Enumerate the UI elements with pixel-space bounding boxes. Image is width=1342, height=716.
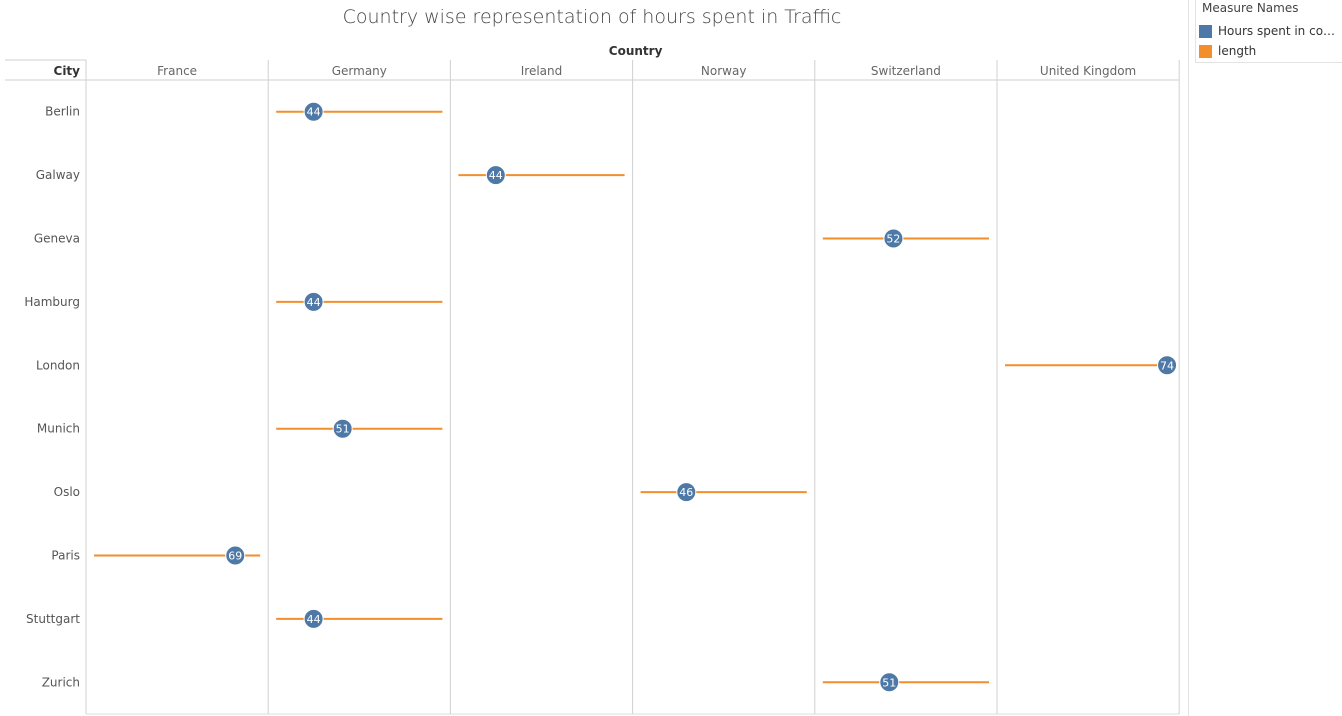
city-label-stuttgart: Stuttgart	[26, 612, 80, 626]
country-label-france: France	[157, 64, 197, 78]
chart-area: Country City France Germany Ireland Norway Swi…	[5, 44, 1180, 715]
hours-dot-berlin	[303, 101, 324, 122]
data-label-munich: 51	[336, 423, 350, 436]
legend-divider	[1188, 0, 1189, 716]
country-label-norway: Norway	[701, 64, 747, 78]
legend[interactable]: Measure Names Hours spent in conge.. len…	[1195, 0, 1342, 63]
city-label-berlin: Berlin	[45, 105, 80, 119]
data-label-london: 74	[1160, 359, 1174, 372]
hours-dot-geneva	[883, 228, 904, 249]
hours-dot-galway	[485, 165, 506, 186]
data-label-galway: 44	[489, 169, 503, 182]
hours-dot-oslo	[676, 482, 697, 503]
legend-item-length[interactable]: length	[1196, 41, 1342, 61]
chart-title: Country wise representation of hours spe…	[342, 6, 842, 28]
data-label-berlin: 44	[307, 106, 321, 119]
data-label-hamburg: 44	[307, 296, 321, 309]
country-label-germany: Germany	[332, 64, 387, 78]
city-label-galway: Galway	[36, 168, 80, 182]
legend-swatch-hours	[1199, 24, 1212, 38]
column-header-title: Country	[609, 44, 663, 58]
country-label-ireland: Ireland	[521, 64, 563, 78]
hours-dot-stuttgart	[303, 608, 324, 629]
city-label-zurich: Zurich	[42, 675, 80, 689]
city-label-london: London	[36, 358, 80, 372]
hours-dot-zurich	[879, 672, 900, 693]
legend-label-length: length	[1218, 44, 1257, 58]
row-header-title: City	[54, 64, 81, 78]
data-label-paris: 69	[228, 550, 242, 563]
city-label-geneva: Geneva	[34, 232, 80, 246]
hours-dot-paris	[225, 545, 246, 566]
city-label-oslo: Oslo	[54, 485, 80, 499]
data-label-stuttgart: 44	[307, 613, 321, 626]
country-label-united-kingdom: United Kingdom	[1040, 64, 1136, 78]
country-label-switzerland: Switzerland	[871, 64, 941, 78]
legend-item-hours[interactable]: Hours spent in conge..	[1196, 21, 1342, 41]
legend-title: Measure Names	[1202, 1, 1299, 15]
city-label-hamburg: Hamburg	[24, 295, 80, 309]
data-label-oslo: 46	[679, 486, 693, 499]
hours-dot-london	[1157, 355, 1178, 376]
data-label-zurich: 51	[882, 676, 896, 689]
hours-dot-munich	[332, 418, 353, 439]
data-label-geneva: 52	[886, 233, 900, 246]
legend-label-hours: Hours spent in conge..	[1218, 24, 1342, 38]
city-label-paris: Paris	[51, 549, 80, 563]
city-label-munich: Munich	[37, 422, 80, 436]
legend-swatch-length	[1199, 44, 1212, 58]
hours-dot-hamburg	[303, 291, 324, 312]
